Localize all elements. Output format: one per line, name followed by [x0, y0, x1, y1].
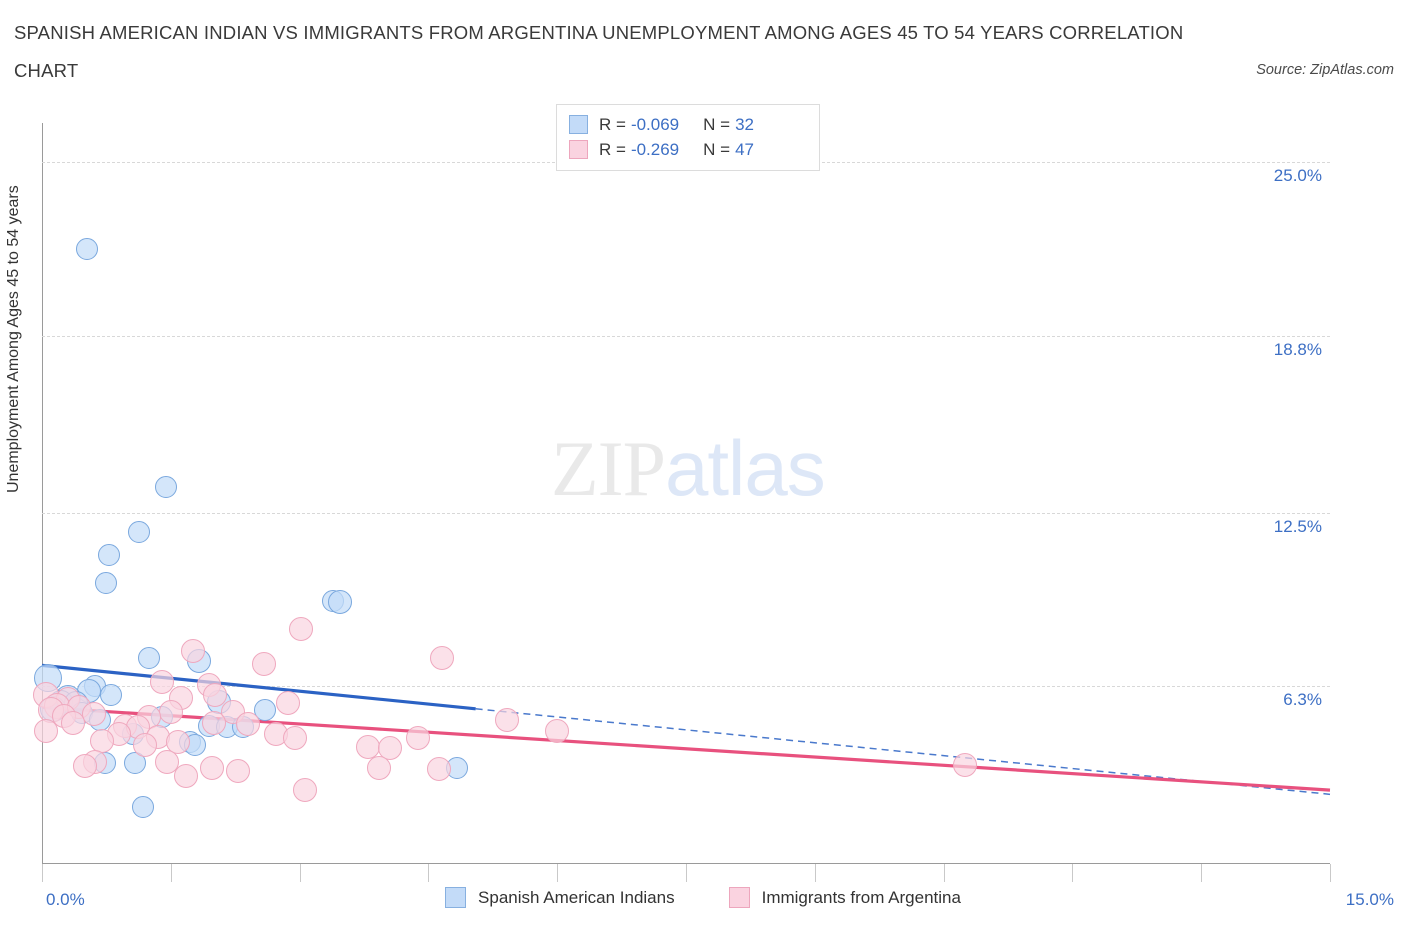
- n-value-pink: 47: [735, 139, 754, 159]
- stats-row-pink: R = -0.269 N = 47: [569, 137, 809, 162]
- x-axis-tick: [557, 864, 559, 882]
- chart-title-line-1: SPANISH AMERICAN INDIAN VS IMMIGRANTS FR…: [14, 22, 1184, 43]
- trend-lines: [41, 663, 1331, 796]
- x-axis-tick: [1201, 864, 1203, 882]
- source-attribution: Source: ZipAtlas.com: [1256, 62, 1394, 78]
- scatter-point[interactable]: [95, 571, 118, 594]
- scatter-point[interactable]: [366, 755, 391, 780]
- scatter-point[interactable]: [90, 729, 115, 754]
- y-axis-tick-label: 25.0%: [1273, 166, 1322, 186]
- x-axis-max-label: 15.0%: [1345, 890, 1394, 909]
- legend-swatch-blue-icon: [445, 887, 467, 908]
- r-value-pink: -0.269: [630, 139, 680, 159]
- r-label-pink: R =: [599, 139, 626, 159]
- series-legend: Spanish American Indians Immigrants from…: [0, 887, 1406, 908]
- scatter-point[interactable]: [225, 758, 250, 783]
- scatter-point[interactable]: [132, 795, 155, 818]
- x-axis-min-label: 0.0%: [46, 890, 85, 909]
- scatter-point[interactable]: [123, 752, 146, 775]
- scatter-point[interactable]: [289, 616, 314, 641]
- x-axis-line: [42, 863, 1330, 864]
- trend-line-solid: [41, 663, 476, 711]
- legend-item-immigrants-from-argentina[interactable]: Immigrants from Argentina: [728, 887, 961, 908]
- scatter-point[interactable]: [97, 543, 120, 566]
- x-axis-tick: [1330, 864, 1331, 882]
- y-axis-line: [42, 123, 43, 863]
- gridline: [42, 686, 1330, 688]
- series-swatch-blue-icon: [569, 115, 588, 134]
- scatter-point[interactable]: [72, 754, 97, 779]
- scatter-point[interactable]: [292, 778, 317, 803]
- plot-area: ZIPatlas 25.0% 18.8% 12.5% 6.3%: [33, 123, 1331, 882]
- x-axis-tick: [1072, 864, 1074, 882]
- r-label-blue: R =: [599, 114, 626, 134]
- scatter-point[interactable]: [154, 476, 177, 499]
- scatter-point[interactable]: [406, 726, 431, 751]
- scatter-point[interactable]: [34, 719, 59, 744]
- y-axis-title: Unemployment Among Ages 45 to 54 years: [5, 185, 22, 493]
- scatter-point[interactable]: [181, 639, 206, 664]
- stats-row-blue: R = -0.069 N = 32: [569, 112, 809, 137]
- x-axis-tick: [170, 864, 172, 882]
- x-axis-tick: [299, 864, 301, 882]
- n-value-blue: 32: [735, 114, 754, 134]
- scatter-point[interactable]: [158, 699, 183, 724]
- scatter-point[interactable]: [426, 757, 451, 782]
- x-axis-tick: [42, 864, 43, 882]
- scatter-point[interactable]: [545, 719, 570, 744]
- scatter-point[interactable]: [201, 710, 226, 735]
- scatter-point[interactable]: [283, 726, 308, 751]
- scatter-point[interactable]: [430, 646, 455, 671]
- legend-label-blue: Spanish American Indians: [478, 887, 675, 907]
- scatter-point[interactable]: [174, 764, 199, 789]
- scatter-point[interactable]: [60, 710, 85, 735]
- scatter-point[interactable]: [495, 708, 520, 733]
- gridline: [42, 512, 1330, 514]
- r-value-blue: -0.069: [630, 114, 680, 134]
- x-axis-tick: [428, 864, 430, 882]
- scatter-point[interactable]: [251, 651, 276, 676]
- legend-swatch-pink-icon: [728, 887, 750, 908]
- x-axis-tick: [943, 864, 945, 882]
- x-axis-tick: [814, 864, 816, 882]
- scatter-point[interactable]: [254, 699, 277, 722]
- scatter-point[interactable]: [155, 750, 180, 775]
- scatter-point[interactable]: [75, 238, 98, 261]
- scatter-point[interactable]: [236, 712, 261, 737]
- scatter-point[interactable]: [356, 734, 381, 759]
- scatter-point[interactable]: [99, 683, 122, 706]
- correlation-stats-box: R = -0.069 N = 32 R = -0.269 N = 47: [556, 104, 820, 171]
- legend-item-spanish-american-indians[interactable]: Spanish American Indians: [445, 887, 675, 908]
- scatter-point[interactable]: [953, 752, 978, 777]
- scatter-point[interactable]: [128, 521, 151, 544]
- series-swatch-pink-icon: [569, 140, 588, 159]
- x-axis-tick: [686, 864, 687, 882]
- gridline: [42, 336, 1330, 338]
- scatter-point[interactable]: [138, 647, 161, 670]
- n-label-blue: N =: [703, 114, 731, 134]
- y-axis-tick-label: 12.5%: [1273, 516, 1322, 536]
- y-axis-tick-label: 6.3%: [1283, 690, 1322, 710]
- scatter-point[interactable]: [327, 590, 352, 615]
- legend-label-pink: Immigrants from Argentina: [761, 887, 961, 907]
- scatter-point[interactable]: [81, 702, 106, 727]
- chart-title-line-2: CHART: [14, 60, 79, 81]
- scatter-point[interactable]: [275, 691, 300, 716]
- scatter-point[interactable]: [133, 733, 158, 758]
- n-label-pink: N =: [703, 139, 731, 159]
- scatter-point[interactable]: [200, 755, 225, 780]
- y-axis-tick-label: 18.8%: [1273, 340, 1322, 360]
